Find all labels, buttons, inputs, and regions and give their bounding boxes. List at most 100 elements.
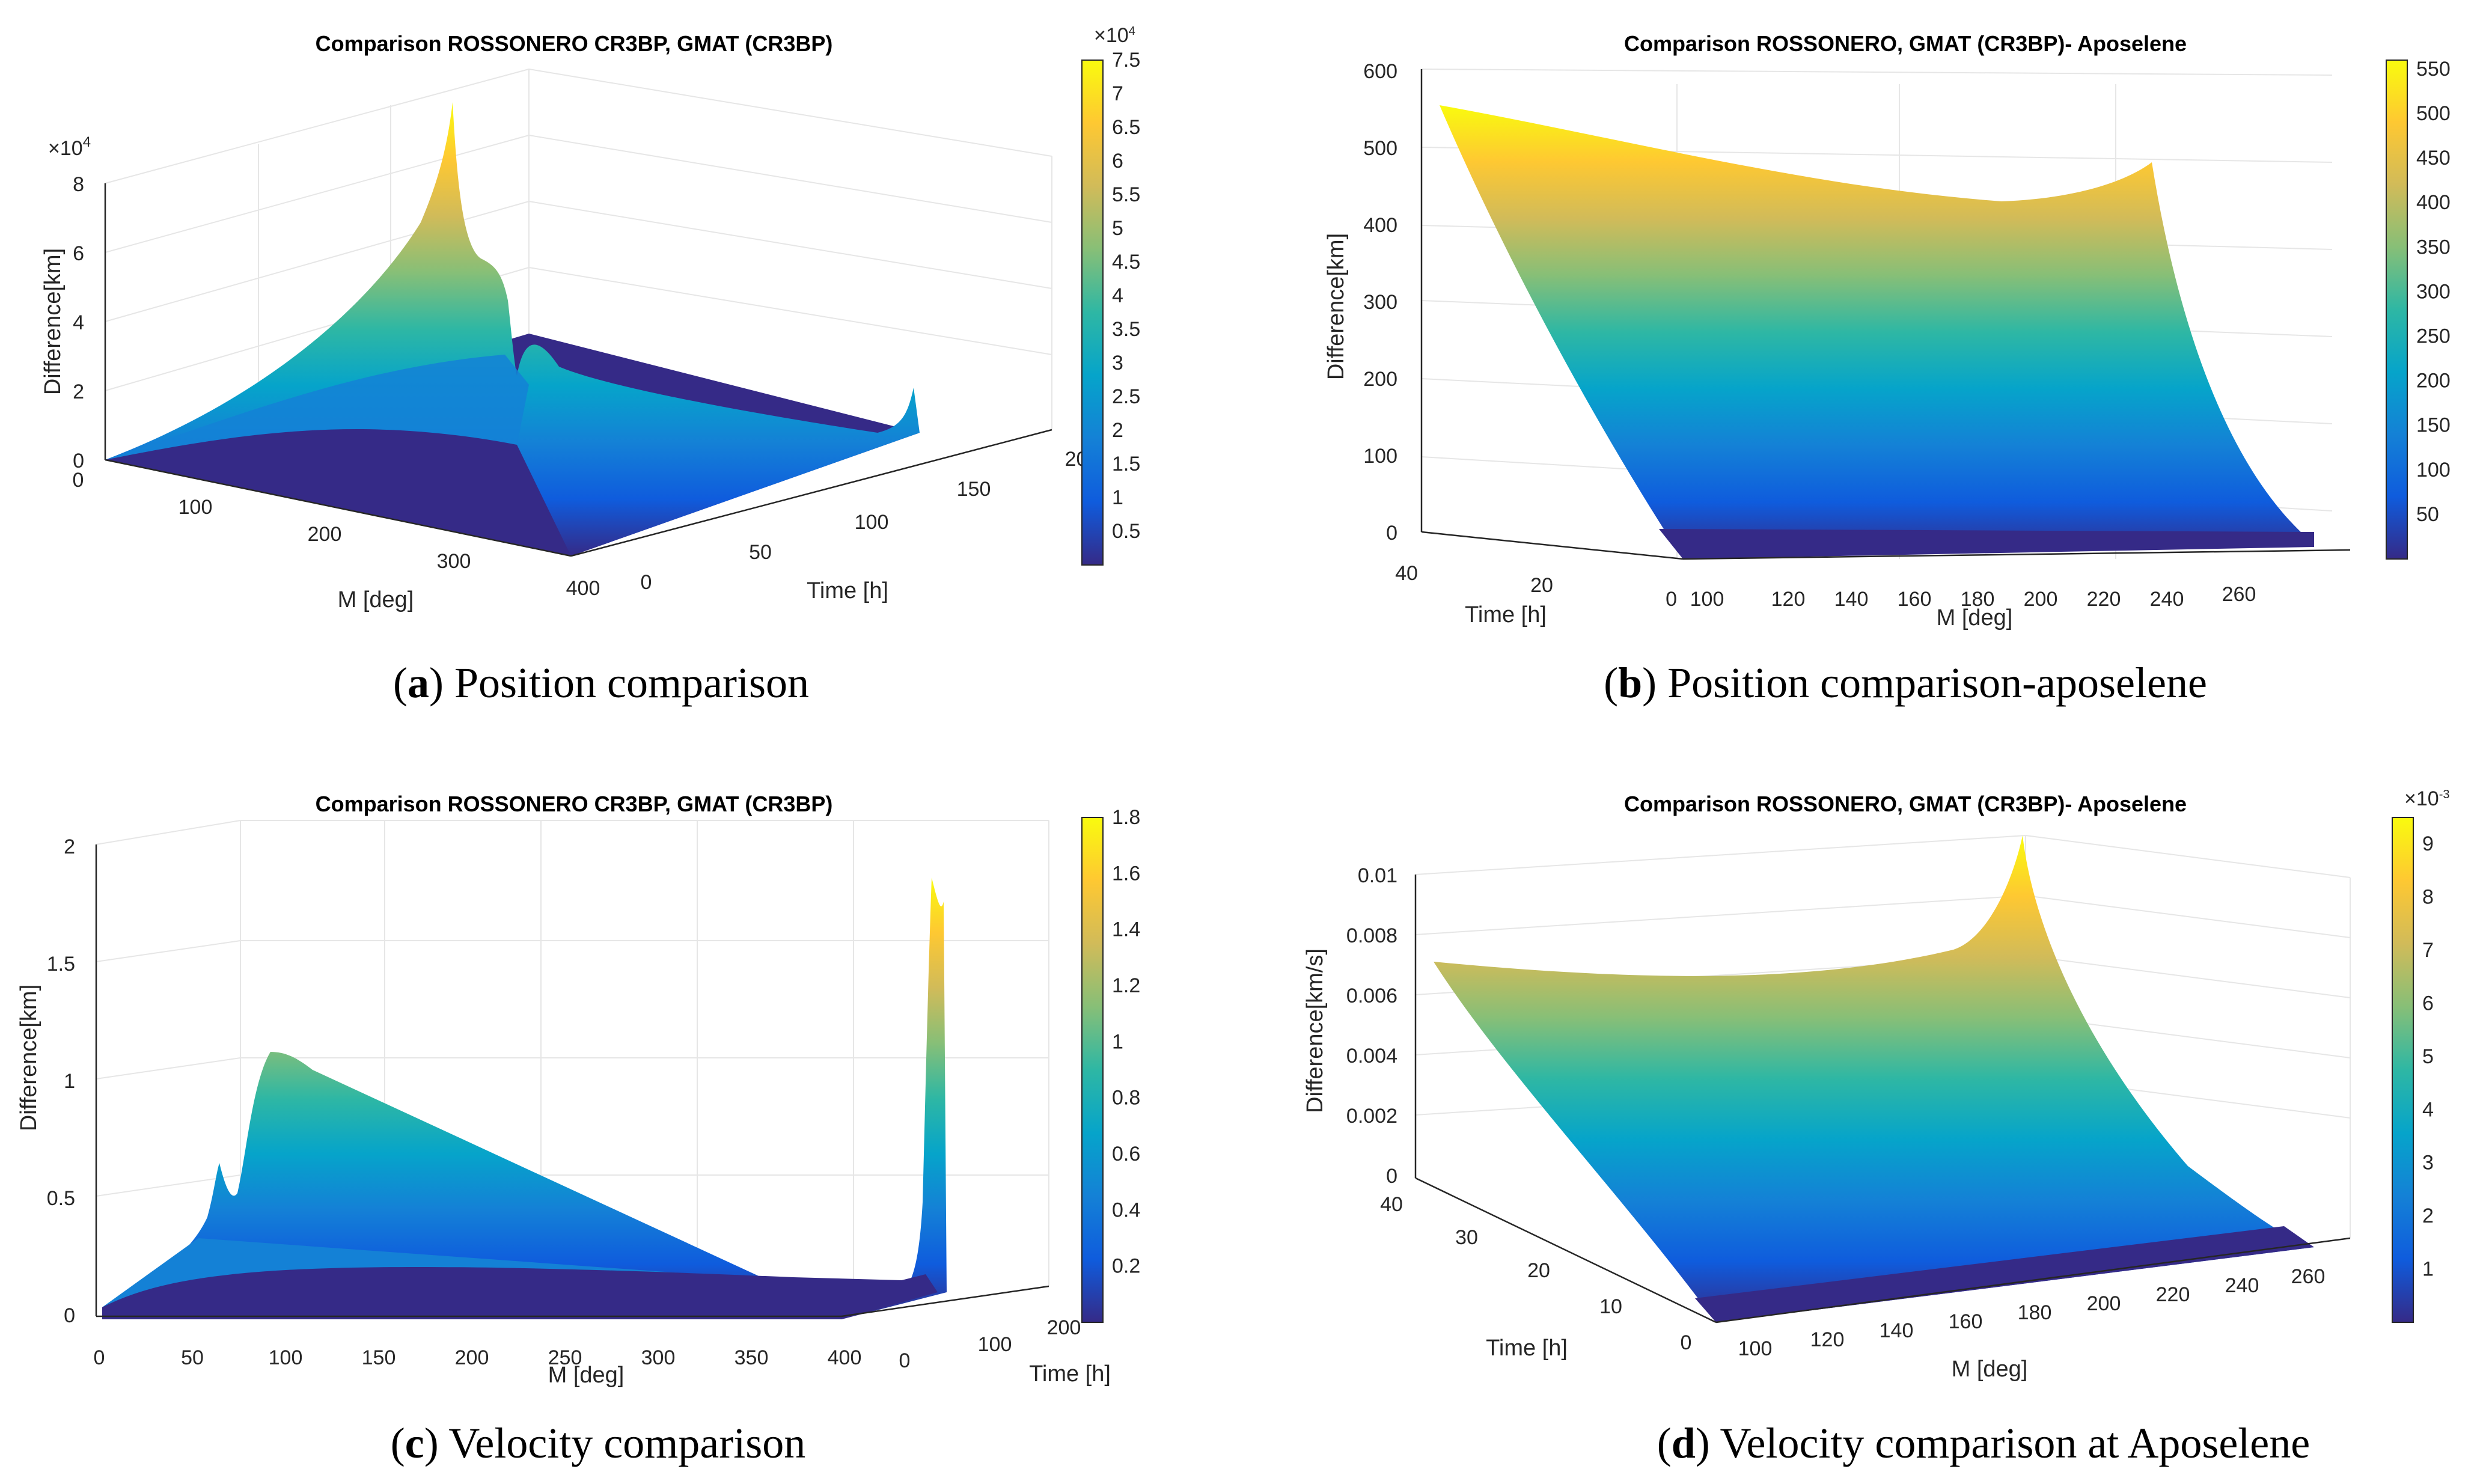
z-tick: 1.5 <box>47 953 75 976</box>
caption-c: (c) Velocity comparison <box>391 1419 806 1467</box>
axes <box>104 183 1052 557</box>
z-tick-labels: 0 100 200 300 400 500 600 <box>1363 60 1397 545</box>
colorbar-tick: 350 <box>2416 236 2451 258</box>
x-tick: 300 <box>437 550 471 573</box>
colorbar-tick-labels: 0.2 0.4 0.6 0.8 1 1.2 1.4 1.6 1.8 <box>1112 806 1140 1278</box>
y-tick: 10 <box>1599 1295 1622 1318</box>
x-tick: 120 <box>1810 1328 1845 1351</box>
colorbar-tick: 4 <box>2422 1098 2434 1121</box>
x-tick: 100 <box>1738 1337 1773 1360</box>
y-axis-label: Time [h] <box>1029 1361 1111 1387</box>
z-axis-label: Difference[km] <box>16 985 41 1131</box>
colorbar-tick: 8 <box>2422 886 2434 909</box>
colorbar-tick: 1.5 <box>1112 453 1140 475</box>
z-tick: 500 <box>1363 137 1397 160</box>
colorbar-tick-labels: 50 100 150 200 250 300 350 400 450 500 550 <box>2416 58 2451 526</box>
x-tick: 220 <box>2156 1283 2190 1306</box>
z-tick: 200 <box>1363 368 1397 391</box>
colorbar-tick: 250 <box>2416 325 2451 347</box>
colorbar-tick: 400 <box>2416 191 2451 214</box>
y-tick: 0 <box>899 1349 911 1372</box>
colorbar-tick: 550 <box>2416 58 2451 81</box>
y-tick: 40 <box>1380 1193 1403 1216</box>
colorbar-tick: 50 <box>2416 503 2439 526</box>
colorbar: ×10-3 1 2 3 4 5 6 7 8 9 <box>2392 787 2449 1323</box>
chart-panel-c: Comparison ROSSONERO CR3BP, GMAT (CR3BP) <box>16 792 1140 1467</box>
axes <box>1420 69 2351 560</box>
colorbar-tick: 1 <box>1112 1030 1123 1053</box>
colorbar-tick: 3.5 <box>1112 318 1140 341</box>
colorbar-tick: 7 <box>2422 939 2434 962</box>
z-tick: 0.5 <box>47 1187 75 1210</box>
z-tick: 0.004 <box>1346 1045 1397 1067</box>
z-tick: 2 <box>64 835 75 858</box>
caption-b: (b) Position comparison-aposelene <box>1604 659 2207 707</box>
colorbar-tick: 0.5 <box>1112 520 1140 543</box>
colorbar-tick-labels: 1 2 3 4 5 6 7 8 9 <box>2422 832 2434 1280</box>
colorbar-tick: 7.5 <box>1112 49 1140 72</box>
x-tick-labels: 0 100 200 300 400 <box>73 469 600 600</box>
z-tick: 300 <box>1363 291 1397 314</box>
colorbar-tick: 6.5 <box>1112 116 1140 139</box>
z-axis-label: Difference[km] <box>1324 233 1349 380</box>
x-tick: 100 <box>269 1346 303 1369</box>
colorbar-tick: 6 <box>2422 992 2434 1015</box>
x-tick: 140 <box>1880 1319 1914 1342</box>
x-axis-label: M [deg] <box>1937 605 2013 631</box>
y-axis-label: Time [h] <box>1465 602 1547 627</box>
colorbar-tick: 150 <box>2416 414 2451 437</box>
x-tick: 200 <box>2024 588 2058 611</box>
y-tick-labels: 0 10 20 30 40 <box>1380 1193 1691 1354</box>
chart-title: Comparison ROSSONERO CR3BP, GMAT (CR3BP) <box>316 31 833 56</box>
x-tick: 300 <box>641 1346 676 1369</box>
y-tick: 0 <box>1666 588 1677 611</box>
y-tick-labels: 0 100 200 <box>899 1316 1081 1372</box>
colorbar-tick: 3 <box>1112 352 1123 374</box>
x-axis-label: M [deg] <box>1952 1357 2028 1382</box>
x-tick: 50 <box>181 1346 204 1369</box>
y-tick: 40 <box>1395 562 1418 585</box>
z-tick: 0 <box>1386 1165 1397 1188</box>
colorbar-tick: 9 <box>2422 832 2434 855</box>
x-tick: 160 <box>1898 588 1932 611</box>
colorbar-tick: 5 <box>2422 1045 2434 1068</box>
chart-panel-d: Comparison ROSSONERO, GMAT (CR3BP)- Apos… <box>1303 787 2449 1467</box>
z-tick-labels: 0 0.5 1 1.5 2 <box>47 835 75 1327</box>
surface-base-band <box>1659 529 2314 559</box>
y-axis-label: Time [h] <box>1486 1336 1568 1361</box>
colorbar-tick: 0.6 <box>1112 1143 1140 1165</box>
y-axis-label: Time [h] <box>807 578 888 603</box>
x-tick: 350 <box>734 1346 769 1369</box>
surface-ridge-band-low <box>105 429 571 556</box>
colorbar-tick: 200 <box>2416 370 2451 392</box>
z-tick: 0.01 <box>1358 864 1397 887</box>
colorbar-tick: 4.5 <box>1112 251 1140 273</box>
colorbar-tick: 2 <box>1112 419 1123 442</box>
x-tick: 260 <box>2222 583 2256 606</box>
colorbar-tick: 1.6 <box>1112 862 1140 885</box>
z-tick: 6 <box>73 242 84 265</box>
colorbar: 50 100 150 200 250 300 350 400 450 500 550 <box>2386 58 2451 560</box>
x-tick: 200 <box>455 1346 489 1369</box>
x-tick: 160 <box>1949 1310 1983 1333</box>
colorbar-tick-labels: 0.5 1 1.5 2 2.5 3 3.5 4 4.5 5 5.5 6 6.5 7 7.5 <box>1112 49 1140 543</box>
colorbar-tick: 300 <box>2416 280 2451 303</box>
surface <box>1440 105 2314 559</box>
colorbar-tick: 2.5 <box>1112 385 1140 408</box>
z-axis-label: Difference[km/s] <box>1303 948 1328 1113</box>
axes <box>1414 875 2351 1324</box>
z-tick: 0.002 <box>1346 1105 1397 1128</box>
x-tick: 240 <box>2225 1274 2259 1297</box>
x-axis-label: M [deg] <box>338 587 414 612</box>
colorbar-tick: 5.5 <box>1112 183 1140 206</box>
z-tick: 0.008 <box>1346 924 1397 947</box>
x-tick-labels: 0 50 100 150 200 250 300 350 400 <box>94 1346 862 1369</box>
x-tick: 120 <box>1771 588 1806 611</box>
x-tick: 200 <box>308 523 342 546</box>
y-tick: 20 <box>1530 574 1553 597</box>
colorbar-tick: 0.4 <box>1112 1198 1140 1221</box>
x-tick: 200 <box>2087 1292 2121 1315</box>
x-tick: 0 <box>94 1346 105 1369</box>
y-tick: 0 <box>641 571 652 594</box>
